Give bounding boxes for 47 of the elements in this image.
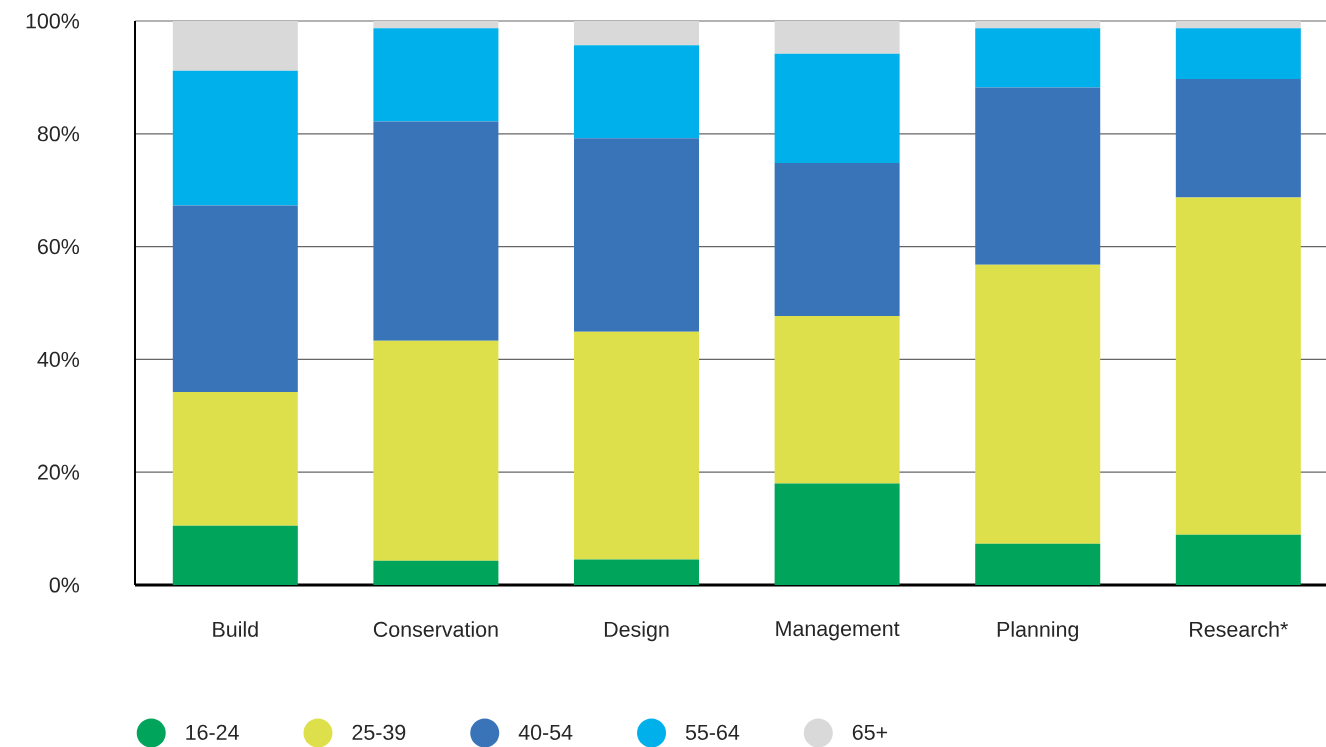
bar: [774, 53, 900, 164]
bar: [1175, 197, 1301, 535]
bar: [975, 87, 1101, 265]
bar: [172, 70, 298, 206]
legend-label: 55-64: [685, 724, 740, 740]
bar: [574, 331, 700, 560]
bar: [975, 20, 1101, 29]
y-tick-label: 40%: [37, 351, 80, 367]
bar: [774, 20, 900, 54]
bar: [975, 543, 1101, 585]
bar: [574, 45, 700, 139]
bar: [172, 205, 298, 393]
bar: [373, 340, 499, 561]
bar: [373, 560, 499, 585]
x-tick-label: Management: [776, 621, 900, 641]
bar: [774, 163, 900, 316]
bar: [774, 483, 900, 585]
x-tick-label: Conservation: [373, 621, 498, 637]
legend-label: 65+: [852, 724, 888, 740]
x-tick-label: Design: [604, 621, 669, 642]
y-tick-label: 0%: [49, 577, 80, 593]
legend-label: 16-24: [186, 724, 239, 740]
y-tick-label: 60%: [38, 239, 80, 255]
y-tick-label: 20%: [38, 464, 80, 480]
x-tick-label: Build: [213, 621, 258, 637]
bar: [1175, 20, 1301, 29]
bar: [172, 525, 298, 585]
legend-label: 25-39: [352, 724, 406, 740]
bar: [574, 559, 700, 585]
bar: [774, 315, 900, 484]
bar: [373, 121, 499, 341]
bar: [1175, 28, 1301, 80]
bar: [1175, 534, 1301, 585]
bar: [373, 28, 499, 122]
x-tick-label: Research*: [1190, 621, 1288, 637]
bar: [1175, 79, 1301, 198]
bar: [975, 264, 1101, 544]
y-tick-label: 80%: [37, 126, 80, 142]
y-tick-label: 100%: [26, 13, 80, 29]
bar: [172, 20, 298, 71]
bar: [574, 138, 700, 332]
bar: [172, 392, 298, 526]
bar: [574, 20, 700, 46]
bar: [373, 20, 499, 29]
x-tick-label: Planning: [997, 621, 1079, 642]
legend-label: 40-54: [518, 724, 573, 740]
bar: [975, 28, 1101, 88]
